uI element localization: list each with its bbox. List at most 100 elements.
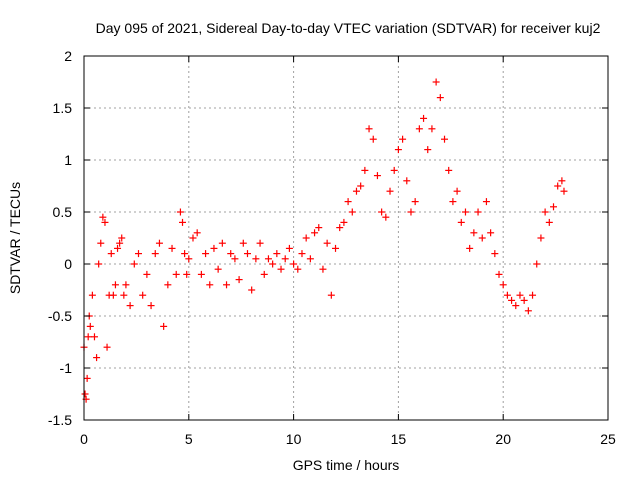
- data-point-marker: [457, 218, 465, 226]
- data-point-marker: [311, 229, 319, 237]
- data-point-marker: [281, 255, 289, 263]
- data-point-marker: [143, 270, 151, 278]
- data-point-marker: [373, 172, 381, 180]
- data-point-marker: [449, 198, 457, 206]
- y-tick-label: 0: [64, 256, 72, 272]
- data-point-marker: [118, 234, 126, 242]
- data-point-marker: [336, 224, 344, 232]
- data-point-marker: [441, 135, 449, 143]
- data-point-marker: [466, 244, 474, 252]
- data-point-marker: [302, 234, 310, 242]
- y-axis-label: SDTVAR / TECUs: [7, 182, 23, 294]
- data-point-marker: [524, 307, 532, 315]
- y-tick-label: -1: [60, 360, 73, 376]
- data-point-marker: [290, 260, 298, 268]
- data-point-marker: [541, 208, 549, 216]
- data-point-marker: [151, 250, 159, 258]
- data-point-marker: [516, 291, 524, 299]
- data-point-marker: [474, 208, 482, 216]
- data-point-marker: [340, 218, 348, 226]
- data-point-marker: [185, 255, 193, 263]
- y-tick-label: -1.5: [48, 412, 72, 428]
- x-tick-label: 25: [600, 431, 616, 447]
- data-point-marker: [248, 286, 256, 294]
- data-point-marker: [206, 281, 214, 289]
- data-point-marker: [491, 250, 499, 258]
- x-tick-label: 0: [80, 431, 88, 447]
- data-point-marker: [378, 208, 386, 216]
- data-point-marker: [260, 270, 268, 278]
- data-point-marker: [390, 166, 398, 174]
- data-point-marker: [122, 281, 130, 289]
- data-point-marker: [503, 291, 511, 299]
- data-point-marker: [147, 302, 155, 310]
- data-point-marker: [508, 296, 516, 304]
- data-point-marker: [537, 234, 545, 242]
- data-point-marker: [176, 208, 184, 216]
- data-point-marker: [273, 250, 281, 258]
- y-tick-label: 0.5: [53, 204, 73, 220]
- data-point-marker: [109, 291, 117, 299]
- data-point-marker: [214, 265, 222, 273]
- data-point-marker: [482, 198, 490, 206]
- data-point-marker: [478, 234, 486, 242]
- data-point-marker: [126, 302, 134, 310]
- data-point-marker: [116, 239, 124, 247]
- data-point-marker: [487, 229, 495, 237]
- data-point-marker: [183, 270, 191, 278]
- data-point-marker: [560, 187, 568, 195]
- data-point-marker: [81, 390, 89, 398]
- data-point-marker: [264, 255, 272, 263]
- data-point-marker: [332, 244, 340, 252]
- data-point-marker: [344, 198, 352, 206]
- data-point-marker: [352, 187, 360, 195]
- data-point-marker: [256, 239, 264, 247]
- x-tick-label: 5: [185, 431, 193, 447]
- data-point-marker: [470, 229, 478, 237]
- data-point-marker: [235, 276, 243, 284]
- data-point-marker: [164, 281, 172, 289]
- data-point-marker: [139, 291, 147, 299]
- data-point-marker: [357, 182, 365, 190]
- data-point-marker: [99, 213, 107, 221]
- data-point-marker: [227, 250, 235, 258]
- data-layer: [80, 78, 568, 403]
- data-point-marker: [86, 322, 94, 330]
- data-point-marker: [411, 198, 419, 206]
- data-point-marker: [436, 94, 444, 102]
- data-point-marker: [382, 213, 390, 221]
- grid-layer: [84, 56, 608, 420]
- data-point-marker: [84, 333, 92, 341]
- chart-title: Day 095 of 2021, Sidereal Day-to-day VTE…: [96, 20, 601, 36]
- data-point-marker: [97, 239, 105, 247]
- data-point-marker: [432, 78, 440, 86]
- data-point-marker: [327, 291, 335, 299]
- data-point-marker: [103, 343, 111, 351]
- data-point-marker: [298, 250, 306, 258]
- data-point-marker: [181, 250, 189, 258]
- data-point-marker: [386, 187, 394, 195]
- data-point-marker: [269, 260, 277, 268]
- data-point-marker: [101, 218, 109, 226]
- data-point-marker: [558, 177, 566, 185]
- data-point-marker: [550, 203, 558, 211]
- x-tick-label: 15: [391, 431, 407, 447]
- data-point-marker: [95, 260, 103, 268]
- data-point-marker: [420, 114, 428, 122]
- data-point-marker: [529, 291, 537, 299]
- axis-layer: 0 5 10 15 20 25 -1.5 -1 -0.5 0 0.5 1 1.5 2: [48, 48, 616, 447]
- data-point-marker: [294, 265, 302, 273]
- data-point-marker: [394, 146, 402, 154]
- data-point-marker: [533, 260, 541, 268]
- data-point-marker: [428, 125, 436, 133]
- data-point-marker: [361, 166, 369, 174]
- data-point-marker: [210, 244, 218, 252]
- data-point-marker: [243, 250, 251, 258]
- x-tick-label: 10: [286, 431, 302, 447]
- data-point-marker: [453, 187, 461, 195]
- data-point-marker: [545, 218, 553, 226]
- data-point-marker: [202, 250, 210, 258]
- data-point-marker: [495, 270, 503, 278]
